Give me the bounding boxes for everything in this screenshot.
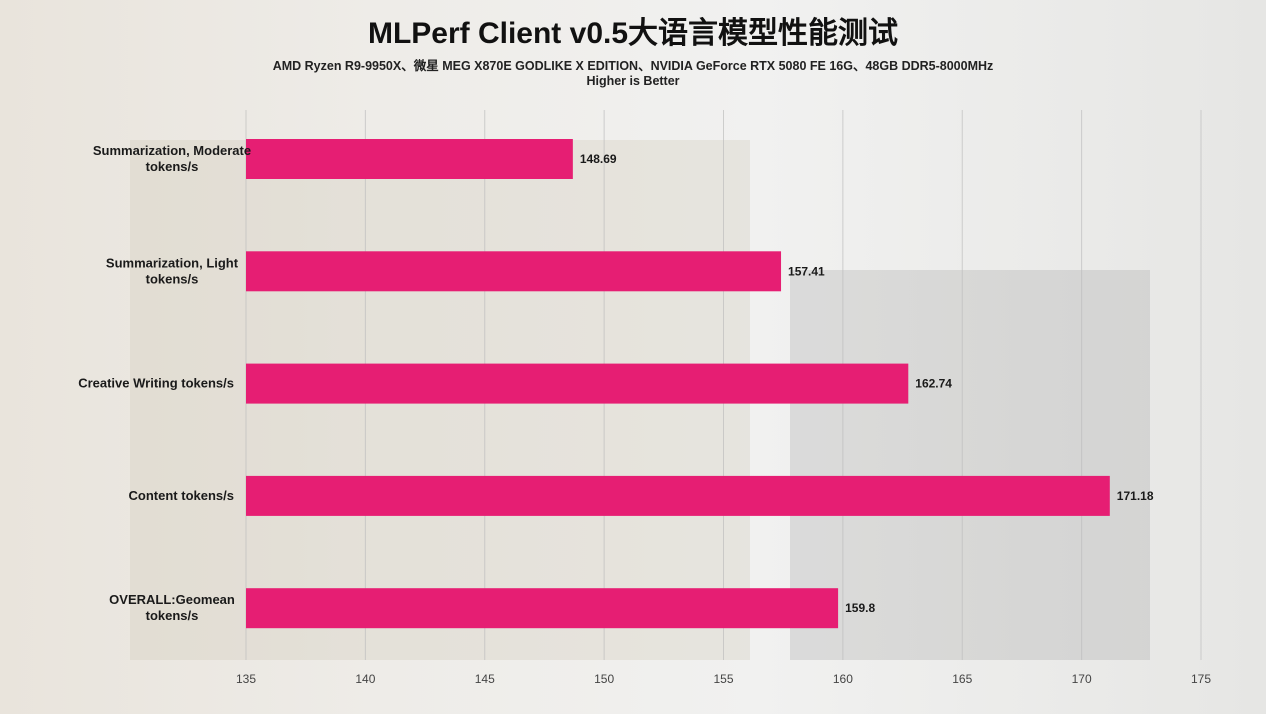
x-tick-label: 175 (1191, 672, 1211, 686)
x-tick-label: 155 (713, 672, 733, 686)
bar (246, 139, 573, 179)
bar (246, 475, 1110, 516)
category-label: Summarization, Light (106, 255, 239, 270)
value-label: 157.41 (788, 264, 825, 278)
bar (246, 588, 839, 629)
value-label: 159.8 (845, 601, 875, 615)
x-tick-label: 170 (1072, 672, 1092, 686)
category-label: tokens/s (146, 271, 199, 286)
x-tick-label: 145 (475, 672, 495, 686)
bar (246, 363, 909, 404)
category-label: Creative Writing tokens/s (78, 376, 234, 391)
value-label: 171.18 (1117, 489, 1154, 503)
x-tick-label: 160 (833, 672, 853, 686)
value-label: 148.69 (580, 152, 617, 166)
bar (246, 251, 782, 292)
x-tick-label: 150 (594, 672, 614, 686)
chart-subtitle: AMD Ryzen R9-9950X、微星 MEG X870E GODLIKE … (272, 59, 994, 73)
category-label: Summarization, Moderate (93, 143, 251, 158)
chart-note: Higher is Better (586, 74, 680, 88)
chart-title: MLPerf Client v0.5大语言模型性能测试 (367, 17, 899, 50)
background-photo-board (790, 270, 1150, 660)
value-label: 162.74 (915, 377, 952, 391)
x-tick-label: 140 (355, 672, 375, 686)
x-tick-label: 135 (236, 672, 256, 686)
x-tick-label: 165 (952, 672, 972, 686)
category-label: tokens/s (146, 159, 199, 174)
category-label: OVERALL:Geomean (109, 592, 235, 607)
category-label: Content tokens/s (129, 488, 234, 503)
category-label: tokens/s (146, 608, 199, 623)
